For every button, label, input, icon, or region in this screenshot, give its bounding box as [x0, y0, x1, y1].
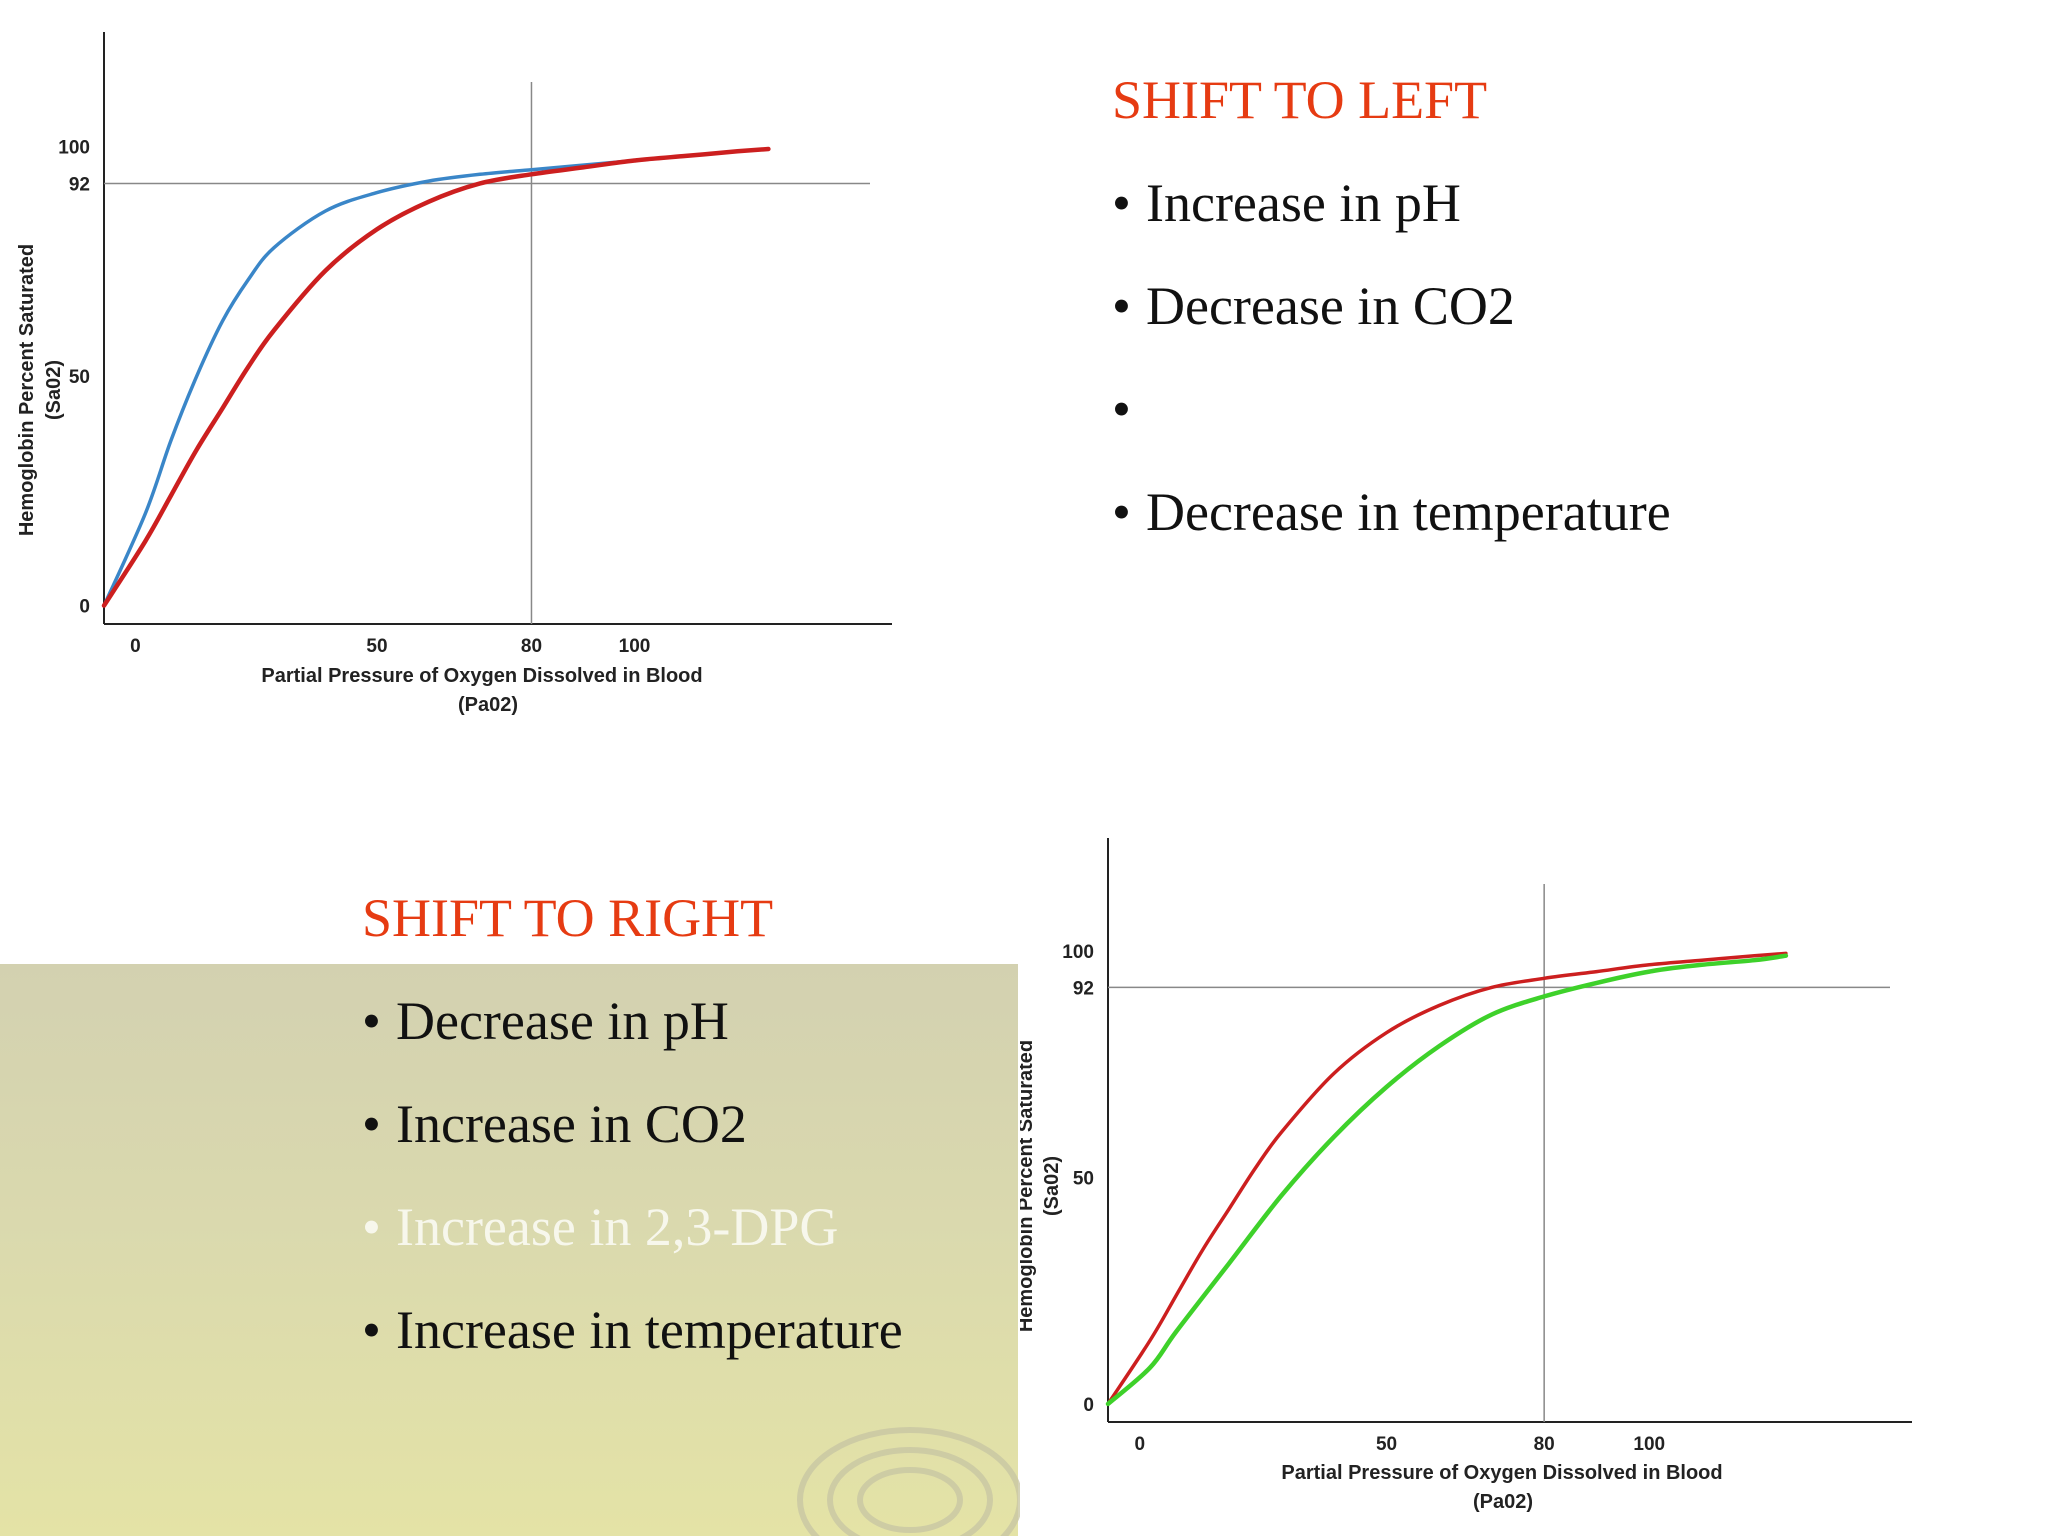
list-item-text: Increase in CO2: [396, 1094, 747, 1154]
list-item-text: Decrease in temperature: [1146, 482, 1671, 542]
x-tick-label: 50: [366, 636, 387, 657]
right-shift-list: • Decrease in pH • Increase in CO2 • Increa…: [362, 991, 903, 1360]
list-item-text: Decrease in CO2: [1146, 276, 1515, 336]
y-tick-label: 92: [1073, 978, 1094, 999]
series-line-1: [101, 146, 771, 608]
y-tick-label: 50: [69, 367, 90, 388]
x-tick-label: 0: [130, 636, 141, 657]
x-tick-label: 100: [619, 636, 651, 657]
series-line-1: [1105, 953, 1789, 1407]
series-line-0: [1106, 951, 1788, 1406]
x-tick-label: 80: [1534, 1434, 1555, 1455]
x-axis-unit: (Pa02): [1473, 1491, 1533, 1513]
list-item: • Decrease in temperature: [1112, 482, 1671, 542]
chart-right-shift: 0 50 92 100 0 50 80 100 Hemoglobin Percent Sat…: [1020, 826, 1920, 1536]
bullet: •: [1112, 379, 1131, 439]
list-item-text: Decrease in pH: [396, 991, 729, 1051]
left-shift-heading: SHIFT TO LEFT: [1112, 70, 1488, 130]
series-line-0: [102, 147, 771, 608]
x-tick-label: 0: [1134, 1434, 1145, 1455]
x-tick-label: 100: [1633, 1434, 1665, 1455]
y-axis-label: Hemoglobin Percent Saturated: [16, 244, 38, 536]
list-item: • Increase in 2,3-DPG: [362, 1197, 903, 1257]
y-axis-unit: (Sa02): [43, 360, 65, 420]
x-axis-unit: (Pa02): [458, 694, 518, 716]
list-item: • Decrease in pH: [362, 991, 903, 1051]
y-tick-label: 0: [79, 597, 90, 618]
left-shift-text: SHIFT TO LEFT • Increase in pH • Decrease …: [1112, 70, 1671, 585]
list-item-text: Increase in temperature: [396, 1300, 903, 1360]
list-item: • Increase in pH: [1112, 173, 1671, 233]
y-tick-label: 100: [1062, 942, 1094, 963]
chart-right-shift-svg: 0 50 92 100 0 50 80 100 Hemoglobin Percent Sat…: [1020, 838, 1912, 1513]
ripple-decoration: [797, 1427, 1023, 1536]
y-axis-label: Hemoglobin Percent Saturated: [1020, 1040, 1037, 1332]
bullet: •: [1112, 173, 1131, 233]
y-tick-label: 100: [58, 138, 90, 159]
left-shift-list: • Increase in pH • Decrease in CO2 • • Decr…: [1112, 173, 1671, 542]
bullet: •: [362, 991, 381, 1051]
x-axis-label: Partial Pressure of Oxygen Dissolved in …: [1281, 1462, 1722, 1484]
y-tick-label: 0: [1083, 1395, 1094, 1416]
list-item: • Increase in temperature: [362, 1300, 903, 1360]
chart-left-shift-svg: 0 50 92 100 0 50 80 100 Hemoglobin Percent Sat…: [16, 32, 892, 716]
x-tick-label: 80: [521, 636, 542, 657]
bullet: •: [362, 1300, 381, 1360]
y-tick-label: 92: [69, 174, 90, 195]
bullet: •: [362, 1094, 381, 1154]
y-tick-label: 50: [1073, 1169, 1094, 1190]
list-item: •: [1112, 379, 1671, 439]
x-axis-label: Partial Pressure of Oxygen Dissolved in …: [261, 665, 702, 687]
list-item-text: Increase in pH: [1146, 173, 1461, 233]
right-shift-heading: SHIFT TO RIGHT: [362, 888, 774, 948]
chart-left-shift: 0 50 92 100 0 50 80 100 Hemoglobin Percent Sat…: [0, 20, 900, 730]
list-item: • Decrease in CO2: [1112, 276, 1671, 336]
y-axis-unit: (Sa02): [1041, 1156, 1063, 1216]
bullet: •: [1112, 482, 1131, 542]
list-item: • Increase in CO2: [362, 1094, 903, 1154]
right-shift-text: SHIFT TO RIGHT • Decrease in pH • Increase…: [362, 888, 903, 1403]
x-tick-label: 50: [1376, 1434, 1397, 1455]
list-item-text: Increase in 2,3-DPG: [396, 1197, 839, 1257]
bullet: •: [362, 1197, 381, 1257]
bullet: •: [1112, 276, 1131, 336]
